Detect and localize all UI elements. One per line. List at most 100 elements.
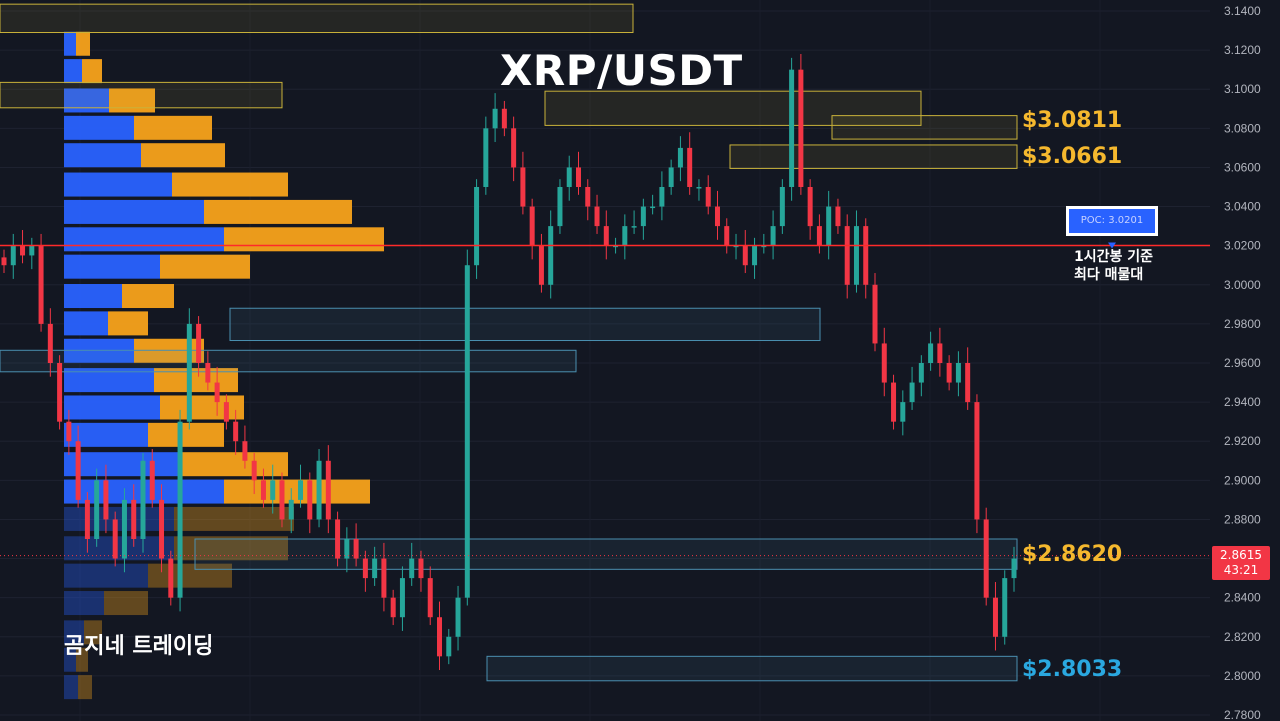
candle-body: [826, 206, 832, 246]
y-tick-label: 2.7800: [1224, 708, 1261, 721]
candle-body: [974, 402, 980, 520]
candle-body: [789, 69, 795, 187]
y-tick-label: 3.1200: [1224, 43, 1261, 57]
candle-body: [742, 245, 748, 266]
candle-body: [57, 363, 63, 422]
candle-body: [1002, 578, 1008, 637]
volume-bar-buy: [64, 227, 224, 252]
volume-bar-buy: [64, 115, 134, 140]
candle-body: [409, 558, 415, 579]
candle-body: [520, 167, 526, 207]
candle-body: [474, 187, 480, 266]
volume-bar-sell: [78, 675, 92, 700]
candle-body: [390, 597, 396, 618]
level-label-2-8033: $2.8033: [1022, 657, 1123, 682]
candle-body: [724, 226, 730, 246]
price-zone: [544, 90, 922, 126]
candle-body: [631, 226, 637, 228]
candle-body: [140, 460, 146, 539]
candle-body: [325, 460, 331, 520]
candle-body: [955, 363, 961, 383]
volume-bar-sell: [109, 88, 155, 113]
volume-bar-buy: [64, 31, 76, 56]
volume-bar-sell: [174, 536, 288, 561]
candle-body: [511, 128, 517, 168]
current-price-value: 2.8615: [1220, 548, 1262, 562]
candle-body: [279, 480, 285, 520]
candle-body: [362, 558, 368, 579]
volume-bar-sell: [76, 647, 88, 672]
candle-body: [640, 206, 646, 227]
candle-body: [881, 343, 887, 383]
poc-badge: POC: 3.0201: [1066, 206, 1158, 236]
volume-bar-buy: [64, 536, 174, 561]
price-zone: [729, 144, 1018, 169]
candle-body: [483, 128, 489, 187]
volume-bar-sell: [108, 311, 148, 336]
candle-body: [242, 441, 248, 461]
candle-body: [214, 382, 220, 403]
candle-body: [196, 323, 202, 363]
candle-body: [835, 206, 841, 227]
candle-body: [10, 245, 16, 266]
candle-body: [492, 108, 498, 129]
volume-bar-buy: [64, 284, 122, 309]
volume-bar-sell: [122, 284, 174, 309]
volume-bar-sell: [76, 31, 90, 56]
candle-body: [464, 265, 470, 598]
price-zone: [831, 115, 1018, 140]
candle-body: [260, 480, 266, 500]
candle-body: [223, 402, 229, 422]
candle-body: [770, 226, 776, 246]
candle-body: [594, 206, 600, 227]
candle-body: [992, 597, 998, 637]
candle-body: [668, 167, 674, 187]
candle-body: [900, 402, 906, 422]
volume-bar-sell: [224, 227, 384, 252]
candle-body: [965, 363, 971, 403]
volume-bar-buy: [64, 620, 84, 645]
price-zone: [0, 81, 283, 109]
candle-body: [186, 323, 192, 422]
candle-body: [205, 363, 211, 383]
volume-bar-buy: [64, 452, 180, 477]
candle-body: [687, 147, 693, 187]
volume-bar-buy: [64, 675, 78, 700]
y-tick-label: 2.8200: [1224, 630, 1261, 644]
candle-body: [872, 284, 878, 344]
candle-body: [816, 226, 822, 246]
candle-body: [177, 421, 183, 598]
y-tick-label: 2.9600: [1224, 356, 1261, 370]
volume-bar-sell: [104, 591, 148, 616]
candle-body: [446, 636, 452, 657]
candle-body: [112, 519, 118, 559]
volume-bar-sell: [160, 395, 244, 420]
volume-bar-sell: [204, 199, 352, 224]
candle-body: [381, 558, 387, 598]
candle-body: [844, 226, 850, 285]
candle-body: [946, 363, 952, 383]
countdown-timer: 43:21: [1223, 563, 1259, 577]
candle-body: [298, 480, 304, 500]
candle-body: [622, 226, 628, 246]
candle-body: [548, 226, 554, 285]
candle-body: [307, 480, 313, 520]
candle-body: [47, 323, 53, 363]
candle-body: [761, 245, 767, 248]
candle-body: [585, 187, 591, 207]
watermark-text: 곰지네 트레이딩: [64, 634, 214, 659]
volume-bar-buy: [64, 172, 172, 197]
volume-bar-buy: [64, 395, 160, 420]
y-tick-label: 3.1400: [1224, 4, 1261, 18]
volume-bar-buy: [64, 88, 109, 113]
y-tick-label: 3.1000: [1224, 82, 1261, 96]
level-label-3-0661: $3.0661: [1022, 144, 1123, 169]
candle-body: [798, 69, 804, 187]
volume-bar-buy: [64, 591, 104, 616]
candle-body: [1, 257, 7, 266]
y-tick-label: 2.9000: [1224, 473, 1261, 487]
price-zone: [0, 3, 634, 34]
candle-body: [437, 617, 443, 657]
y-tick-label: 2.8800: [1224, 512, 1261, 526]
